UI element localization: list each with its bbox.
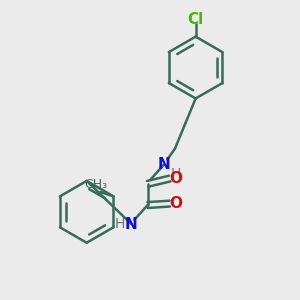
Text: O: O [170,171,183,186]
Text: N: N [125,217,138,232]
Text: CH₃: CH₃ [84,178,107,191]
Text: N: N [158,157,170,172]
Text: Cl: Cl [188,12,204,27]
Text: O: O [170,196,183,211]
Text: H: H [115,217,125,231]
Text: H: H [171,167,181,181]
